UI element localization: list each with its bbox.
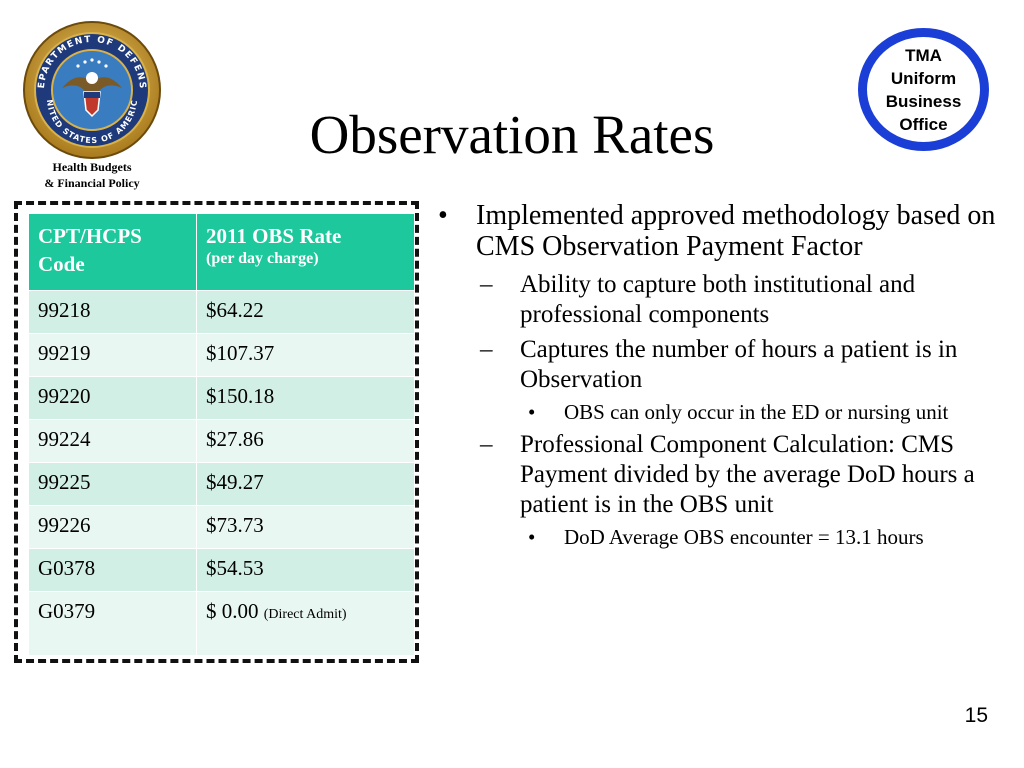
table-row: G0379 $ 0.00 (Direct Admit) xyxy=(28,591,415,656)
table-row: G0378 $54.53 xyxy=(28,548,415,592)
rate-cell: $27.86 xyxy=(196,419,415,463)
badge-line1: TMA xyxy=(905,45,942,65)
header-rate: 2011 OBS Rate (per day charge) xyxy=(196,213,415,291)
sub-sub-bullet-item: • DoD Average OBS encounter = 13.1 hours xyxy=(432,525,1007,549)
badge-line4: Office xyxy=(899,114,948,134)
sub-bullet-text: Captures the number of hours a patient i… xyxy=(520,336,958,393)
rate-cell: $73.73 xyxy=(196,505,415,549)
table-frame: CPT/HCPS Code 2011 OBS Rate (per day cha… xyxy=(14,201,419,663)
dash-icon: – xyxy=(480,431,493,458)
bullet-dot-icon: • xyxy=(528,400,536,424)
dash-icon: – xyxy=(480,271,493,298)
rate-cell: $ 0.00 (Direct Admit) xyxy=(196,591,415,656)
bullet-text: Implemented approved methodology based o… xyxy=(476,200,996,262)
table-row: 99218 $64.22 xyxy=(28,290,415,334)
page-number: 15 xyxy=(964,704,988,727)
table-row: 99224 $27.86 xyxy=(28,419,415,463)
code-cell: G0379 xyxy=(28,591,197,656)
code-cell: 99226 xyxy=(28,505,197,549)
rate-cell: $54.53 xyxy=(196,548,415,592)
code-cell: 99219 xyxy=(28,333,197,377)
badge-line3: Business xyxy=(885,91,962,111)
badge-line2: Uniform xyxy=(890,68,957,88)
bullet-item: • Implemented approved methodology based… xyxy=(432,200,1007,262)
rate-cell: $150.18 xyxy=(196,376,415,420)
sub-bullet-text: Professional Component Calculation: CMS … xyxy=(520,431,975,518)
header-rate-label: 2011 OBS Rate xyxy=(206,224,342,248)
seal-caption: Health Budgets & Financial Policy xyxy=(22,159,162,191)
sub-sub-bullet-text: OBS can only occur in the ED or nursing … xyxy=(564,400,949,424)
sub-sub-bullet-text: DoD Average OBS encounter = 13.1 hours xyxy=(564,525,924,549)
table-row: 99226 $73.73 xyxy=(28,505,415,549)
header-code: CPT/HCPS Code xyxy=(28,213,197,291)
table-header-row: CPT/HCPS Code 2011 OBS Rate (per day cha… xyxy=(28,213,415,291)
tma-ubo-badge: TMA Uniform Business Office xyxy=(858,28,989,151)
code-cell: 99220 xyxy=(28,376,197,420)
seal-caption-line2: & Financial Policy xyxy=(44,176,140,190)
sub-sub-bullet-item: • OBS can only occur in the ED or nursin… xyxy=(432,400,1007,424)
header-rate-sub: (per day charge) xyxy=(206,250,319,267)
header-code-label: CPT/HCPS Code xyxy=(38,224,142,276)
bullet-list: • Implemented approved methodology based… xyxy=(432,200,1007,555)
sub-bullet-item: – Ability to capture both institutional … xyxy=(432,270,1007,330)
code-cell: G0378 xyxy=(28,548,197,592)
bullet-dot-icon: • xyxy=(438,200,448,231)
slide-title: Observation Rates xyxy=(309,104,715,165)
dod-seal-logo: DEPARTMENT OF DEFENSE UNITED STATES OF A… xyxy=(22,20,161,159)
sub-bullet-text: Ability to capture both institutional an… xyxy=(520,271,916,328)
rate-cell: $49.27 xyxy=(196,462,415,506)
dash-icon: – xyxy=(480,336,493,363)
rate-cell: $107.37 xyxy=(196,333,415,377)
sub-bullet-item: – Captures the number of hours a patient… xyxy=(432,335,1007,395)
observation-rates-table: CPT/HCPS Code 2011 OBS Rate (per day cha… xyxy=(28,213,415,656)
table-row: 99225 $49.27 xyxy=(28,462,415,506)
rate-value: $ 0.00 xyxy=(206,599,259,623)
rate-cell: $64.22 xyxy=(196,290,415,334)
code-cell: 99218 xyxy=(28,290,197,334)
sub-bullet-item: – Professional Component Calculation: CM… xyxy=(432,430,1007,520)
seal-caption-line1: Health Budgets xyxy=(52,160,132,174)
bullet-dot-icon: • xyxy=(528,525,536,549)
table-row: 99220 $150.18 xyxy=(28,376,415,420)
table-row: 99219 $107.37 xyxy=(28,333,415,377)
code-cell: 99224 xyxy=(28,419,197,463)
rate-note: (Direct Admit) xyxy=(263,607,347,622)
code-cell: 99225 xyxy=(28,462,197,506)
